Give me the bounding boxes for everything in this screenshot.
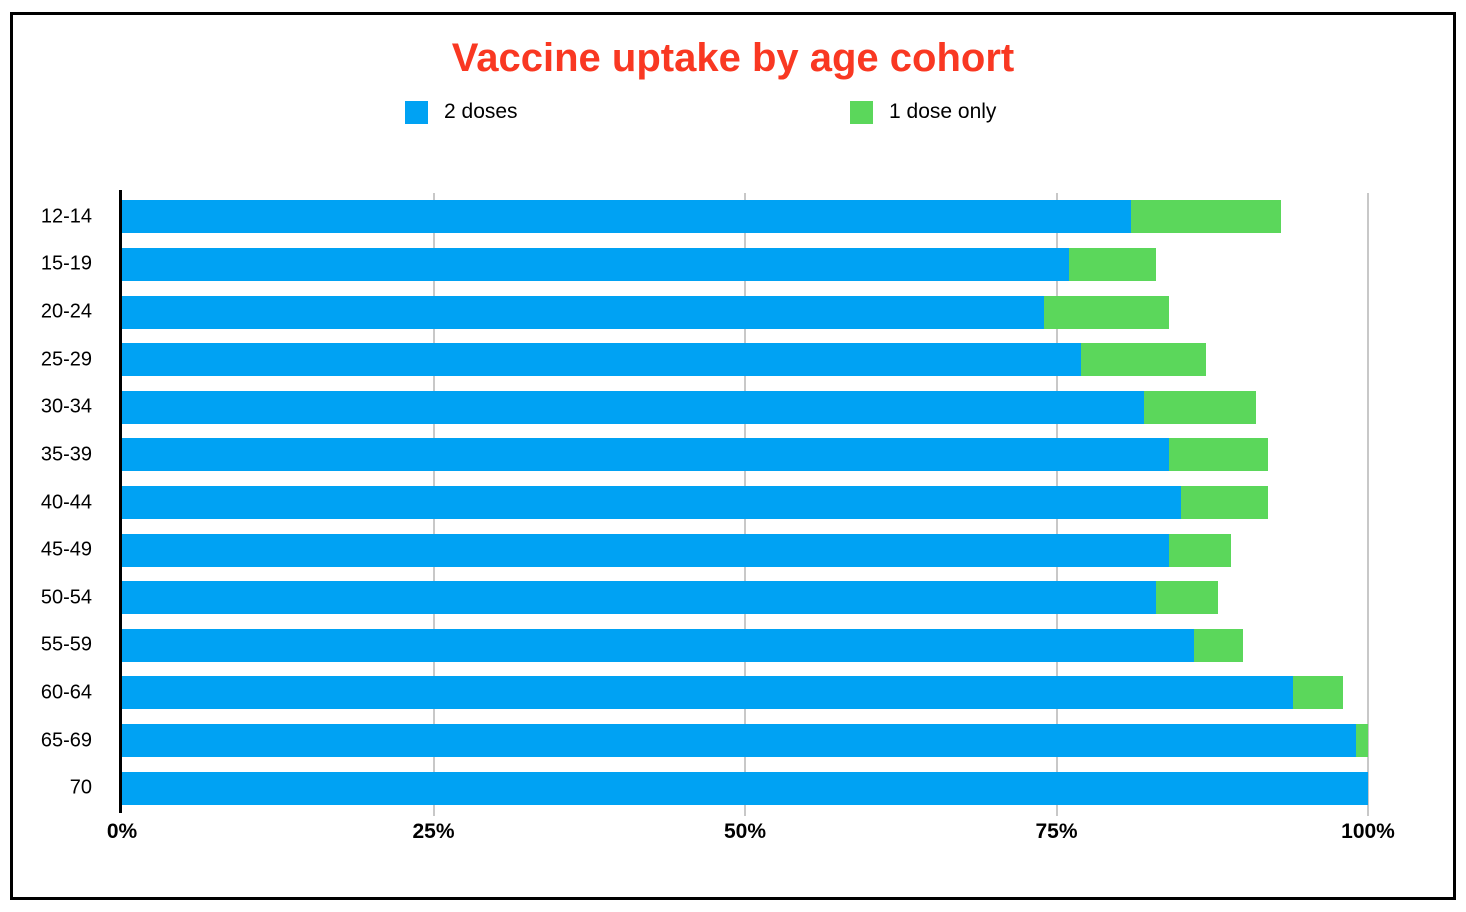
chart-frame-border — [10, 12, 1456, 900]
bar-segment-1-dose-only-50-54 — [1156, 581, 1219, 615]
bar-track-15-19 — [122, 247, 1368, 281]
bar-segment-2-doses-20-24 — [122, 295, 1045, 329]
y-axis-label-25-29: 25-29 — [40, 348, 92, 371]
bar-segment-1-dose-only-30-34 — [1143, 390, 1256, 424]
bar-row-65-69 — [122, 717, 1368, 765]
bar-row-25-29 — [122, 336, 1368, 384]
y-axis-label-12-14: 12-14 — [40, 205, 92, 228]
gridline-100% — [1367, 193, 1369, 816]
x-tick-label-100%: 100% — [1341, 820, 1395, 843]
bar-row-12-14 — [122, 193, 1368, 241]
bar-segment-2-doses-55-59 — [122, 628, 1194, 662]
y-axis-label-20-24: 20-24 — [40, 300, 92, 323]
bar-track-70 — [122, 771, 1368, 805]
y-axis-label-70: 70 — [69, 776, 92, 799]
bar-segment-2-doses-45-49 — [122, 533, 1169, 567]
bar-segment-1-dose-only-65-69 — [1355, 724, 1368, 757]
bar-segment-2-doses-70 — [122, 771, 1368, 805]
legend-swatch-1-dose-only — [850, 100, 873, 124]
x-tick-label-75%: 75% — [1035, 820, 1078, 843]
bar-track-25-29 — [122, 343, 1368, 377]
legend-swatch-2-doses — [405, 100, 428, 124]
plot-area — [122, 193, 1369, 816]
bar-segment-2-doses-15-19 — [122, 247, 1069, 281]
y-axis-label-45-49: 45-49 — [40, 538, 92, 561]
bar-row-45-49 — [122, 526, 1368, 574]
y-axis-label-65-69: 65-69 — [40, 729, 92, 752]
bar-row-30-34 — [122, 383, 1368, 431]
bar-row-20-24 — [122, 288, 1368, 336]
y-axis-labels: 12-14 15-19 20-24 25-29 30-34 35-39 40-44 45-49… — [0, 193, 92, 812]
bar-row-50-54 — [122, 574, 1368, 622]
bar-segment-2-doses-65-69 — [122, 724, 1356, 757]
y-axis-label-40-44: 40-44 — [40, 491, 92, 513]
bar-segment-1-dose-only-60-64 — [1293, 676, 1344, 710]
legend-item-2-doses: 2 doses — [405, 100, 518, 124]
bar-segment-2-doses-30-34 — [122, 390, 1144, 424]
x-tick-label-0%: 0% — [106, 820, 138, 843]
y-axis-label-35-39: 35-39 — [40, 443, 92, 466]
bar-segment-2-doses-50-54 — [122, 581, 1157, 615]
bar-rows — [122, 193, 1368, 812]
bar-track-30-34 — [122, 390, 1368, 424]
bar-track-60-64 — [122, 676, 1368, 710]
bar-segment-2-doses-12-14 — [122, 200, 1132, 234]
bar-segment-1-dose-only-55-59 — [1193, 628, 1244, 662]
bar-segment-2-doses-35-39 — [122, 438, 1169, 472]
bar-track-65-69 — [122, 724, 1368, 757]
bar-row-55-59 — [122, 621, 1368, 669]
bar-track-35-39 — [122, 438, 1368, 472]
bar-segment-2-doses-40-44 — [122, 485, 1182, 519]
bar-segment-2-doses-60-64 — [122, 676, 1294, 710]
y-axis-label-60-64: 60-64 — [40, 681, 92, 704]
bar-track-12-14 — [122, 200, 1368, 234]
bar-row-15-19 — [122, 241, 1368, 289]
y-axis-line — [119, 190, 122, 813]
bar-row-35-39 — [122, 431, 1368, 479]
bar-segment-1-dose-only-35-39 — [1168, 438, 1269, 472]
legend-label-2-doses: 2 doses — [444, 100, 518, 123]
legend-item-1-dose-only: 1 dose only — [850, 100, 996, 124]
bar-track-45-49 — [122, 533, 1368, 567]
bar-segment-2-doses-25-29 — [122, 343, 1082, 377]
y-axis-label-50-54: 50-54 — [40, 586, 92, 609]
bar-segment-1-dose-only-25-29 — [1081, 343, 1206, 377]
bar-row-60-64 — [122, 669, 1368, 717]
y-axis-label-55-59: 55-59 — [40, 633, 92, 656]
bar-track-40-44 — [122, 485, 1368, 519]
y-axis-label-15-19: 15-19 — [40, 252, 92, 275]
bar-track-20-24 — [122, 295, 1368, 329]
y-axis-label-30-34: 30-34 — [40, 395, 92, 418]
bar-segment-1-dose-only-15-19 — [1068, 247, 1157, 281]
bar-segment-1-dose-only-40-44 — [1181, 485, 1269, 519]
bar-row-40-44 — [122, 479, 1368, 527]
x-tick-label-50%: 50% — [723, 820, 767, 843]
legend-label-1-dose-only: 1 dose only — [889, 100, 997, 123]
bar-segment-1-dose-only-45-49 — [1168, 533, 1231, 567]
bar-track-55-59 — [122, 628, 1368, 662]
bar-segment-1-dose-only-12-14 — [1131, 200, 1281, 234]
x-axis-labels: 0% 25% 50% 75% 100% — [107, 820, 1395, 850]
bar-row-70 — [122, 764, 1368, 812]
x-tick-label-25%: 25% — [412, 820, 455, 843]
bar-track-50-54 — [122, 581, 1368, 615]
bar-segment-1-dose-only-20-24 — [1044, 295, 1169, 329]
chart-title: Vaccine uptake by age cohort — [451, 36, 1015, 80]
